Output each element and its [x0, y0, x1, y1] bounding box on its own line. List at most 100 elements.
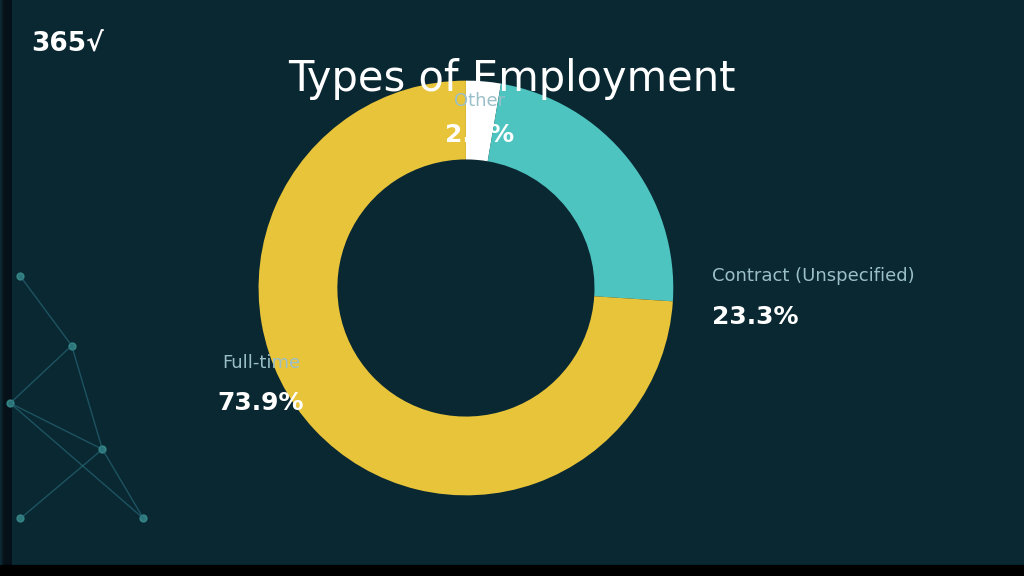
Bar	[0, 569, 1024, 575]
Bar	[3, 0, 8, 576]
Bar	[5, 0, 10, 576]
Bar	[4, 0, 9, 576]
Bar	[2, 0, 7, 576]
Bar	[0, 570, 1024, 576]
Bar	[0, 568, 1024, 574]
Bar	[1, 0, 6, 576]
Bar	[3, 0, 8, 576]
Bar	[0, 0, 5, 576]
Bar	[2, 0, 7, 576]
Bar	[0, 0, 5, 576]
Bar	[2, 0, 7, 576]
Bar	[4, 0, 9, 576]
Bar	[2, 0, 7, 576]
Bar	[0, 566, 1024, 572]
Bar	[0, 567, 1024, 573]
Bar	[3, 0, 8, 576]
Bar	[0, 565, 1024, 571]
Bar	[3, 0, 8, 576]
Bar	[0, 568, 1024, 574]
Bar	[2, 0, 7, 576]
Text: Other: Other	[454, 92, 505, 110]
Bar	[0, 569, 1024, 575]
Bar	[0, 565, 1024, 571]
Bar	[5, 0, 10, 576]
Bar	[1, 0, 6, 576]
Bar	[3, 0, 8, 576]
Bar	[2, 0, 7, 576]
Bar	[2, 0, 7, 576]
Bar	[3, 0, 8, 576]
Bar	[0, 0, 5, 576]
Bar	[5, 0, 10, 576]
Text: 2.7%: 2.7%	[444, 123, 514, 147]
Bar	[0, 566, 1024, 571]
Text: Types of Employment: Types of Employment	[288, 58, 736, 100]
Bar	[1, 0, 6, 576]
Bar	[4, 0, 9, 576]
Bar	[0, 566, 1024, 572]
Bar	[4, 0, 9, 576]
Bar	[3, 0, 8, 576]
Bar	[2, 0, 7, 576]
Bar	[3, 0, 8, 576]
Bar	[0, 565, 1024, 571]
Bar	[0, 570, 1024, 575]
Bar	[0, 565, 1024, 571]
Bar	[2, 0, 7, 576]
Bar	[5, 0, 10, 576]
Bar	[0, 567, 1024, 573]
Bar	[0, 569, 1024, 575]
Bar	[0, 566, 1024, 571]
Bar	[5, 0, 10, 576]
Bar	[0, 569, 1024, 574]
Bar	[0, 568, 1024, 574]
Bar	[0, 570, 1024, 575]
Bar	[0, 0, 5, 576]
Bar	[5, 0, 10, 576]
Bar	[0, 0, 5, 576]
Bar	[4, 0, 9, 576]
Bar	[4, 0, 9, 576]
Bar	[0, 570, 1024, 576]
Bar	[0, 568, 1024, 574]
Bar	[0, 0, 5, 576]
Bar	[0, 570, 1024, 576]
Bar	[1, 0, 6, 576]
Bar	[5, 0, 10, 576]
Bar	[0, 565, 1024, 571]
Bar	[1, 0, 6, 576]
Bar	[0, 569, 1024, 574]
Bar	[0, 569, 1024, 574]
Bar	[0, 570, 1024, 575]
Bar	[0, 566, 1024, 571]
Bar	[0, 567, 1024, 573]
Bar	[2, 0, 7, 576]
Bar	[1, 0, 6, 576]
Text: Contract (Unspecified): Contract (Unspecified)	[712, 267, 914, 286]
Bar	[4, 0, 9, 576]
Bar	[0, 570, 1024, 575]
Bar	[2, 0, 7, 576]
Wedge shape	[466, 81, 501, 161]
Bar	[0, 569, 1024, 574]
Bar	[0, 569, 1024, 575]
Bar	[1, 0, 6, 576]
Bar	[0, 564, 1024, 570]
Bar	[0, 567, 1024, 573]
Bar	[4, 0, 9, 576]
Bar	[3, 0, 8, 576]
Bar	[1, 0, 6, 576]
Bar	[0, 569, 1024, 575]
Bar	[5, 0, 10, 576]
Bar	[1, 0, 6, 576]
Bar	[0, 567, 1024, 573]
Bar	[3, 0, 8, 576]
Bar	[2, 0, 7, 576]
Bar	[2, 0, 7, 576]
Bar	[1, 0, 6, 576]
Bar	[0, 0, 5, 576]
Bar	[4, 0, 9, 576]
Bar	[2, 0, 7, 576]
Bar	[3, 0, 8, 576]
